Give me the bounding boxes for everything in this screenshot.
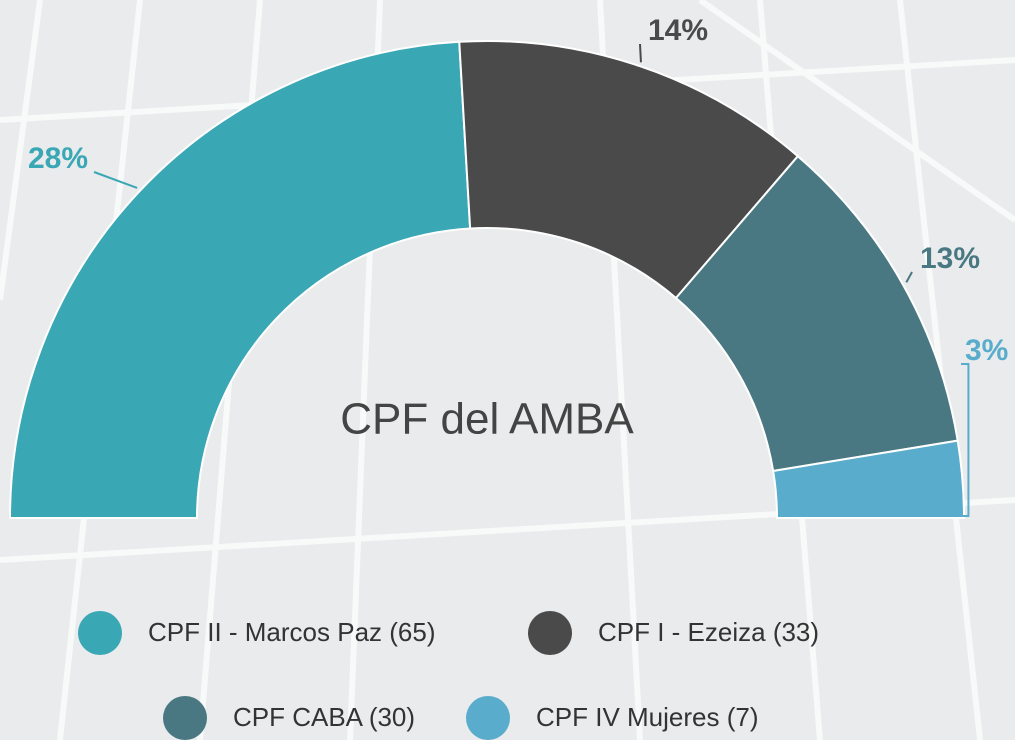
legend-marker (466, 696, 510, 740)
legend-label: CPF II - Marcos Paz (65) (148, 617, 436, 647)
data-label: 3% (965, 334, 1008, 367)
data-label: 13% (920, 242, 980, 275)
data-label: 28% (28, 142, 88, 175)
legend-label: CPF CABA (30) (233, 702, 415, 732)
legend-marker (78, 611, 122, 655)
chart: CPF del AMBA 28% 14% 13% 3% CPF II - Marcos … (0, 0, 1015, 740)
legend-marker (163, 696, 207, 740)
data-label: 14% (648, 14, 708, 47)
page: CPF del AMBA 28% 14% 13% 3% CPF II - Marcos … (0, 0, 1015, 740)
legend-marker (528, 611, 572, 655)
leader-line (640, 44, 641, 62)
legend-label: CPF I - Ezeiza (33) (598, 617, 819, 647)
chart-title: CPF del AMBA (340, 395, 634, 444)
legend-label: CPF IV Mujeres (7) (536, 702, 759, 732)
